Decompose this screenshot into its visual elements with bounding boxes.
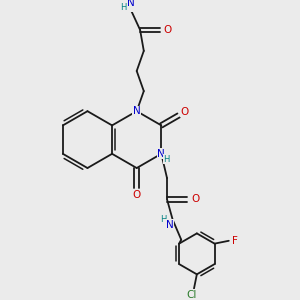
Text: N: N: [133, 106, 141, 116]
Text: N: N: [166, 220, 174, 230]
Text: F: F: [232, 236, 237, 246]
Text: H: H: [160, 215, 167, 224]
Text: O: O: [191, 194, 200, 204]
Text: O: O: [164, 25, 172, 35]
Text: O: O: [181, 107, 189, 117]
Text: N: N: [127, 0, 135, 8]
Text: H: H: [163, 155, 170, 164]
Text: Cl: Cl: [186, 290, 196, 300]
Text: N: N: [158, 149, 165, 159]
Text: H: H: [120, 3, 127, 12]
Text: O: O: [133, 190, 141, 200]
